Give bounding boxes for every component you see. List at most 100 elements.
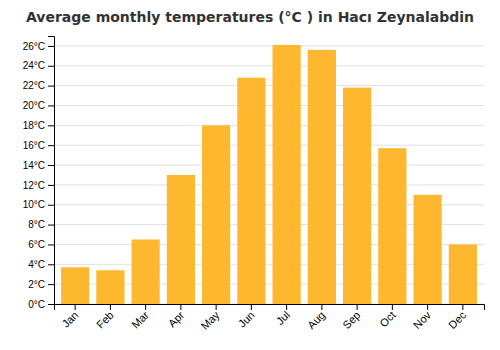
x-tick-mark [251, 304, 252, 310]
x-tick-label: Jan [60, 309, 81, 330]
grid-line [54, 145, 484, 146]
y-tick-label: 6°C [28, 239, 45, 250]
y-tick-label: 8°C [28, 219, 45, 230]
y-tick-label: 20°C [23, 100, 45, 111]
x-tick-mark [286, 304, 287, 310]
y-tick-label: 16°C [23, 140, 45, 151]
y-tick-mark [48, 264, 54, 265]
y-tick-mark [48, 105, 54, 106]
x-tick-mark [110, 304, 111, 310]
plot: Jan Feb Mar Apr May Jun Jul Aug Sep Oct Nov Dec 0°C 2… [23, 37, 485, 332]
x-axis: Jan Feb Mar Apr May Jun Jul Aug Sep Oct Nov Dec [55, 304, 485, 332]
bar [132, 239, 160, 304]
y-tick-label: 14°C [23, 160, 45, 171]
x-tick-label: Jun [236, 309, 257, 330]
y-tick-label: 24°C [23, 60, 45, 71]
x-tick-label: Jul [274, 309, 292, 327]
x-tick: Aug [305, 304, 327, 331]
y-tick: 26°C [23, 41, 54, 52]
bars [61, 45, 477, 304]
y-tick-mark [48, 225, 54, 226]
chart: Jan Feb Mar Apr May Jun Jul Aug Sep Oct Nov Dec 0°C 2… [0, 0, 500, 350]
x-tick: Apr [166, 304, 187, 329]
x-tick: Feb [94, 304, 116, 331]
x-tick-label: May [198, 308, 222, 332]
bar [273, 45, 301, 304]
x-tick-mark [357, 304, 358, 310]
bar [167, 175, 195, 304]
y-tick-mark [48, 165, 54, 166]
y-tick: 22°C [23, 80, 54, 91]
y-tick-mark [48, 66, 54, 67]
x-tick: Jun [236, 304, 257, 330]
bar [308, 50, 336, 304]
bar [202, 125, 230, 304]
y-tick-mark [48, 46, 54, 47]
y-tick-label: 18°C [23, 120, 45, 131]
y-tick-label: 0°C [28, 299, 45, 310]
grid-line [54, 125, 484, 126]
x-tick-label: Apr [166, 309, 187, 330]
grid-line [54, 65, 484, 66]
bar [449, 244, 477, 304]
x-axis-line [55, 305, 485, 311]
y-tick: 10°C [23, 199, 54, 210]
y-tick: 16°C [23, 140, 54, 151]
x-tick-label: Mar [129, 309, 151, 331]
y-tick-mark [48, 185, 54, 186]
x-tick-mark [145, 304, 146, 310]
x-tick-mark [75, 304, 76, 310]
y-tick: 12°C [23, 180, 54, 191]
y-tick-label: 22°C [23, 80, 45, 91]
x-tick-mark [392, 304, 393, 310]
x-tick: May [198, 304, 222, 332]
x-tick: Mar [129, 304, 151, 331]
y-tick-mark [48, 205, 54, 206]
x-tick-mark [321, 304, 322, 310]
x-tick: Jul [274, 304, 292, 327]
x-tick-mark [427, 304, 428, 310]
grid-line [54, 105, 484, 106]
y-tick: 2°C [28, 279, 54, 290]
grid-line [54, 165, 484, 166]
x-tick: Sep [340, 304, 362, 331]
bar [343, 88, 371, 304]
y-tick: 6°C [28, 239, 54, 250]
title: Average monthly temperatures (°C ) in Ha… [26, 9, 474, 25]
grid-line [54, 85, 484, 86]
y-tick-mark [48, 284, 54, 285]
y-tick: 0°C [28, 299, 54, 310]
y-tick-mark [48, 125, 54, 126]
x-tick-label: Sep [340, 309, 362, 331]
y-tick: 8°C [28, 219, 54, 230]
y-tick-mark [48, 244, 54, 245]
y-tick-label: 12°C [23, 180, 45, 191]
y-tick: 20°C [23, 100, 54, 111]
y-tick-mark [48, 304, 54, 305]
bar [237, 78, 265, 304]
y-tick: 4°C [28, 259, 54, 270]
y-tick: 24°C [23, 60, 54, 71]
y-tick-mark [48, 86, 54, 87]
y-axis: 0°C 2°C 4°C 6°C 8°C 10°C 12°C 14°C 16°C 18°C 20°C 2… [23, 37, 55, 310]
x-tick-label: Aug [305, 309, 327, 331]
x-tick: Nov [411, 304, 434, 331]
x-tick-label: Dec [446, 308, 469, 331]
grid-line [54, 45, 484, 46]
x-tick-label: Nov [411, 308, 434, 331]
y-tick-label: 10°C [23, 199, 45, 210]
y-tick-label: 26°C [23, 41, 45, 52]
x-tick: Dec [446, 304, 469, 331]
y-axis-line [48, 37, 55, 305]
y-tick: 14°C [23, 160, 54, 171]
x-tick-label: Feb [94, 309, 116, 331]
x-tick: Oct [377, 304, 398, 329]
y-tick: 18°C [23, 120, 54, 131]
x-tick-mark [216, 304, 217, 310]
bar [61, 267, 89, 304]
bar [414, 195, 442, 304]
x-tick-label: Oct [377, 309, 398, 330]
bar [378, 148, 406, 304]
x-tick: Jan [60, 304, 81, 330]
bar [96, 270, 124, 304]
